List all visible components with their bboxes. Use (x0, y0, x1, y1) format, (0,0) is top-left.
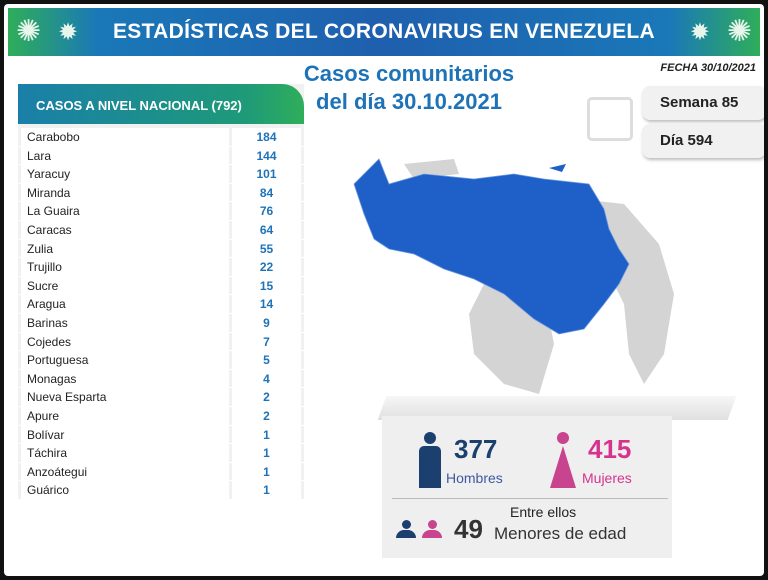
case-count: 184 (232, 128, 301, 146)
calendar-icon (587, 97, 633, 141)
case-count: 2 (232, 406, 301, 425)
gender-stats-panel: 377 Hombres 415 Mujeres Entre ellos 49 M… (382, 416, 672, 558)
state-name: Aragua (21, 295, 229, 313)
map-region-unaffected (404, 159, 459, 179)
case-count: 1 (232, 444, 301, 462)
men-count: 377 (454, 434, 498, 464)
table-row: Apure 2 (18, 406, 304, 426)
state-name: Lara (21, 146, 229, 165)
table-row: La Guaira 76 (18, 202, 304, 221)
state-name: Apure (21, 406, 229, 425)
state-name: Caracas (21, 220, 229, 239)
table-row: Portuguesa 5 (18, 351, 304, 370)
case-count: 4 (232, 369, 301, 388)
among-label: Entre ellos (510, 504, 577, 520)
girl-icon (422, 520, 442, 538)
case-count: 5 (232, 351, 301, 369)
case-count: 15 (232, 276, 301, 295)
table-row: Guárico 1 (18, 481, 304, 500)
state-name: Portuguesa (21, 351, 229, 369)
virus-icon: ✹ (58, 19, 79, 46)
state-name: Cojedes (21, 332, 229, 351)
divider (392, 498, 668, 499)
table-row: Miranda 84 (18, 183, 304, 203)
subtitle-line2: del día 30.10.2021 (316, 89, 502, 114)
table-row: Aragua 14 (18, 295, 304, 314)
page-title: ESTADÍSTICAS DEL CORONAVIRUS EN VENEZUEL… (112, 20, 656, 43)
state-name: Carabobo (21, 128, 229, 146)
state-name: Anzoátegui (21, 462, 229, 481)
boy-icon (396, 520, 416, 538)
case-count: 84 (232, 183, 301, 202)
table-row: Trujillo 22 (18, 258, 304, 277)
case-count: 14 (232, 295, 301, 313)
case-count: 9 (232, 313, 301, 332)
week-badge: Semana 85 (642, 86, 764, 120)
minors-count: 49 (454, 514, 483, 544)
woman-icon (550, 432, 576, 488)
table-row: Carabobo 184 (18, 128, 304, 147)
table-row: Sucre 15 (18, 276, 304, 296)
table-row: Cojedes 7 (18, 332, 304, 352)
man-icon (418, 432, 442, 488)
case-count: 55 (232, 239, 301, 258)
state-name: Táchira (21, 444, 229, 462)
header-banner: ✺ ✹ ESTADÍSTICAS DEL CORONAVIRUS EN VENE… (8, 8, 760, 56)
men-label: Hombres (446, 470, 503, 486)
case-count: 1 (232, 425, 301, 444)
state-name: Trujillo (21, 258, 229, 276)
case-count: 144 (232, 146, 301, 165)
table-row: Nueva Esparta 2 (18, 388, 304, 407)
virus-icon: ✺ (726, 15, 752, 48)
case-count: 22 (232, 258, 301, 276)
virus-icon: ✺ (16, 15, 42, 48)
map-region-affected (353, 158, 630, 335)
case-count: 1 (232, 462, 301, 481)
case-count: 2 (232, 388, 301, 406)
case-count: 7 (232, 332, 301, 351)
case-count: 64 (232, 220, 301, 239)
cases-table: CASOS A NIVEL NACIONAL (792) Carabobo 184… (18, 84, 304, 500)
table-row: Yaracuy 101 (18, 165, 304, 184)
women-label: Mujeres (582, 470, 632, 486)
subtitle-line1: Casos comunitarios (303, 61, 515, 86)
state-name: Bolívar (21, 425, 229, 444)
virus-icon: ✹ (689, 19, 710, 46)
infographic: ✺ ✹ ESTADÍSTICAS DEL CORONAVIRUS EN VENE… (4, 4, 764, 576)
state-name: Miranda (21, 183, 229, 202)
table-row: Táchira 1 (18, 444, 304, 463)
table-row: Lara 144 (18, 146, 304, 166)
minors-label: Menores de edad (494, 524, 627, 543)
case-count: 101 (232, 165, 301, 183)
state-name: Nueva Esparta (21, 388, 229, 406)
venezuela-map (353, 158, 674, 394)
state-name: La Guaira (21, 202, 229, 220)
map-island-nueva-esparta (549, 164, 566, 172)
table-row: Monagas 4 (18, 369, 304, 389)
table-row: Barinas 9 (18, 313, 304, 333)
subtitle: Casos comunitarios del día 30.10.2021 (284, 60, 534, 116)
table-row: Caracas 64 (18, 220, 304, 240)
table-row: Bolívar 1 (18, 425, 304, 445)
state-name: Zulia (21, 239, 229, 258)
state-name: Barinas (21, 313, 229, 332)
case-count: 1 (232, 481, 301, 499)
table-title: CASOS A NIVEL NACIONAL (792) (18, 84, 304, 124)
case-count: 76 (232, 202, 301, 220)
table-row: Zulia 55 (18, 239, 304, 259)
women-count: 415 (588, 434, 632, 464)
day-badge: Día 594 (642, 124, 764, 158)
state-name: Sucre (21, 276, 229, 295)
state-name: Guárico (21, 481, 229, 499)
date-label: FECHA 30/10/2021 (660, 62, 756, 74)
state-name: Yaracuy (21, 165, 229, 183)
table-row: Anzoátegui 1 (18, 462, 304, 482)
state-name: Monagas (21, 369, 229, 388)
